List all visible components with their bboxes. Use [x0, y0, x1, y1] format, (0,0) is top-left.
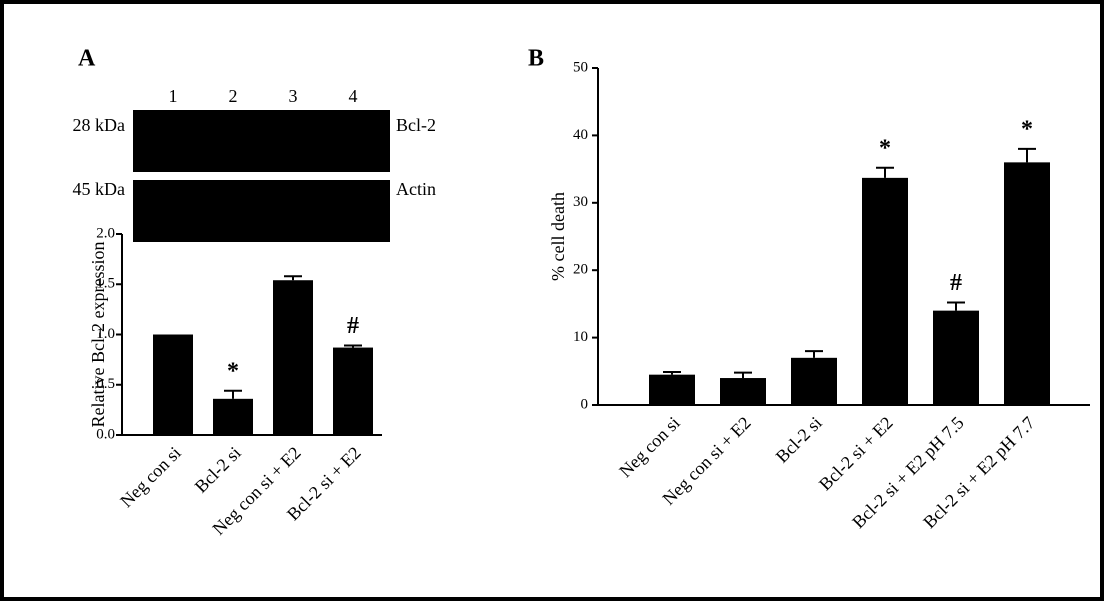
y-tick-label: 30 — [573, 194, 588, 210]
figure: ARelative Bcl-2 expression0.00.51.01.52.… — [0, 0, 1104, 601]
bar — [933, 311, 979, 405]
lane-number: 1 — [169, 86, 178, 106]
blot-protein: Bcl-2 — [396, 115, 436, 135]
y-tick-label: 2.0 — [96, 225, 115, 241]
blot-band — [133, 180, 390, 242]
bar — [1004, 162, 1050, 405]
y-tick-label: 40 — [573, 127, 588, 143]
x-tick-label: Bcl-2 si — [191, 443, 245, 497]
panel-label: B — [528, 46, 544, 72]
annotation: * — [227, 358, 239, 384]
bar — [333, 348, 373, 435]
annotation: # — [347, 313, 359, 339]
y-axis-label: % cell death — [548, 192, 568, 281]
lane-number: 2 — [229, 86, 238, 106]
blot-protein: Actin — [396, 179, 436, 199]
bar — [153, 335, 193, 436]
y-tick-label: 50 — [573, 59, 588, 75]
panel-label: A — [78, 46, 96, 72]
x-tick-label: Bcl-2 si — [772, 413, 826, 467]
page: {"chart_data": [ {"type": "bar", "panel"… — [0, 0, 1104, 601]
bar — [791, 358, 837, 405]
bar — [862, 178, 908, 405]
lane-number: 3 — [289, 86, 298, 106]
annotation: # — [950, 270, 962, 296]
x-tick-label: Neg con si — [116, 443, 185, 512]
y-tick-label: 1.5 — [96, 276, 115, 292]
blot-size: 45 kDa — [73, 179, 126, 199]
y-tick-label: 0.0 — [96, 426, 115, 442]
y-tick-label: 10 — [573, 329, 588, 345]
lane-number: 4 — [349, 86, 358, 106]
blot-size: 28 kDa — [73, 115, 126, 135]
y-tick-label: 0 — [581, 396, 589, 412]
blot-band — [133, 110, 390, 172]
y-tick-label: 20 — [573, 262, 588, 278]
y-tick-label: 0.5 — [96, 376, 115, 392]
x-tick-label: Neg con si — [615, 413, 684, 482]
bar — [720, 378, 766, 405]
annotation: * — [1021, 116, 1033, 142]
bar — [273, 280, 313, 435]
bar — [213, 399, 253, 435]
y-tick-label: 1.0 — [96, 326, 115, 342]
bar — [649, 375, 695, 405]
annotation: * — [879, 135, 891, 161]
